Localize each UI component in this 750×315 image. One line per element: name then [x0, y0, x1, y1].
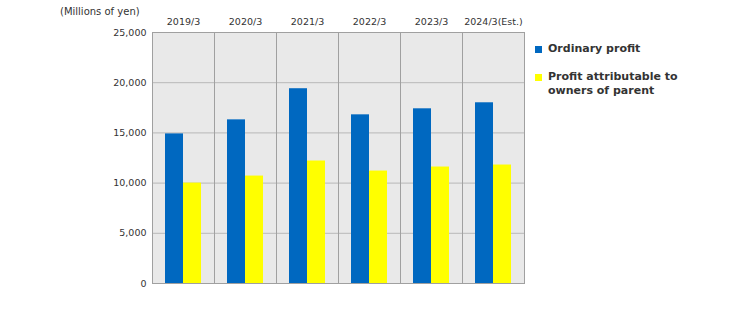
- svg-text:0: 0: [140, 278, 146, 289]
- svg-text:2021/3: 2021/3: [291, 16, 324, 27]
- svg-text:2022/3: 2022/3: [353, 16, 386, 27]
- html-text:Ordinary profit: Ordinary profit: [548, 42, 641, 55]
- svg-text:2024/3(Est.): 2024/3(Est.): [464, 16, 523, 27]
- html-text:(Millions of yen): (Millions of yen): [60, 6, 140, 17]
- svg-text:2023/3: 2023/3: [415, 16, 448, 27]
- svg-text:2020/3: 2020/3: [229, 16, 262, 27]
- svg-text:25,000: 25,000: [113, 27, 146, 38]
- svg-text:20,000: 20,000: [113, 77, 146, 88]
- svg-text:15,000: 15,000: [113, 127, 146, 138]
- svg-text:5,000: 5,000: [119, 227, 146, 238]
- html-text:Profit attributable to owners: Profit attributable to owners of parent: [548, 70, 678, 97]
- svg-text:10,000: 10,000: [113, 177, 146, 188]
- svg-text:2019/3: 2019/3: [167, 16, 200, 27]
